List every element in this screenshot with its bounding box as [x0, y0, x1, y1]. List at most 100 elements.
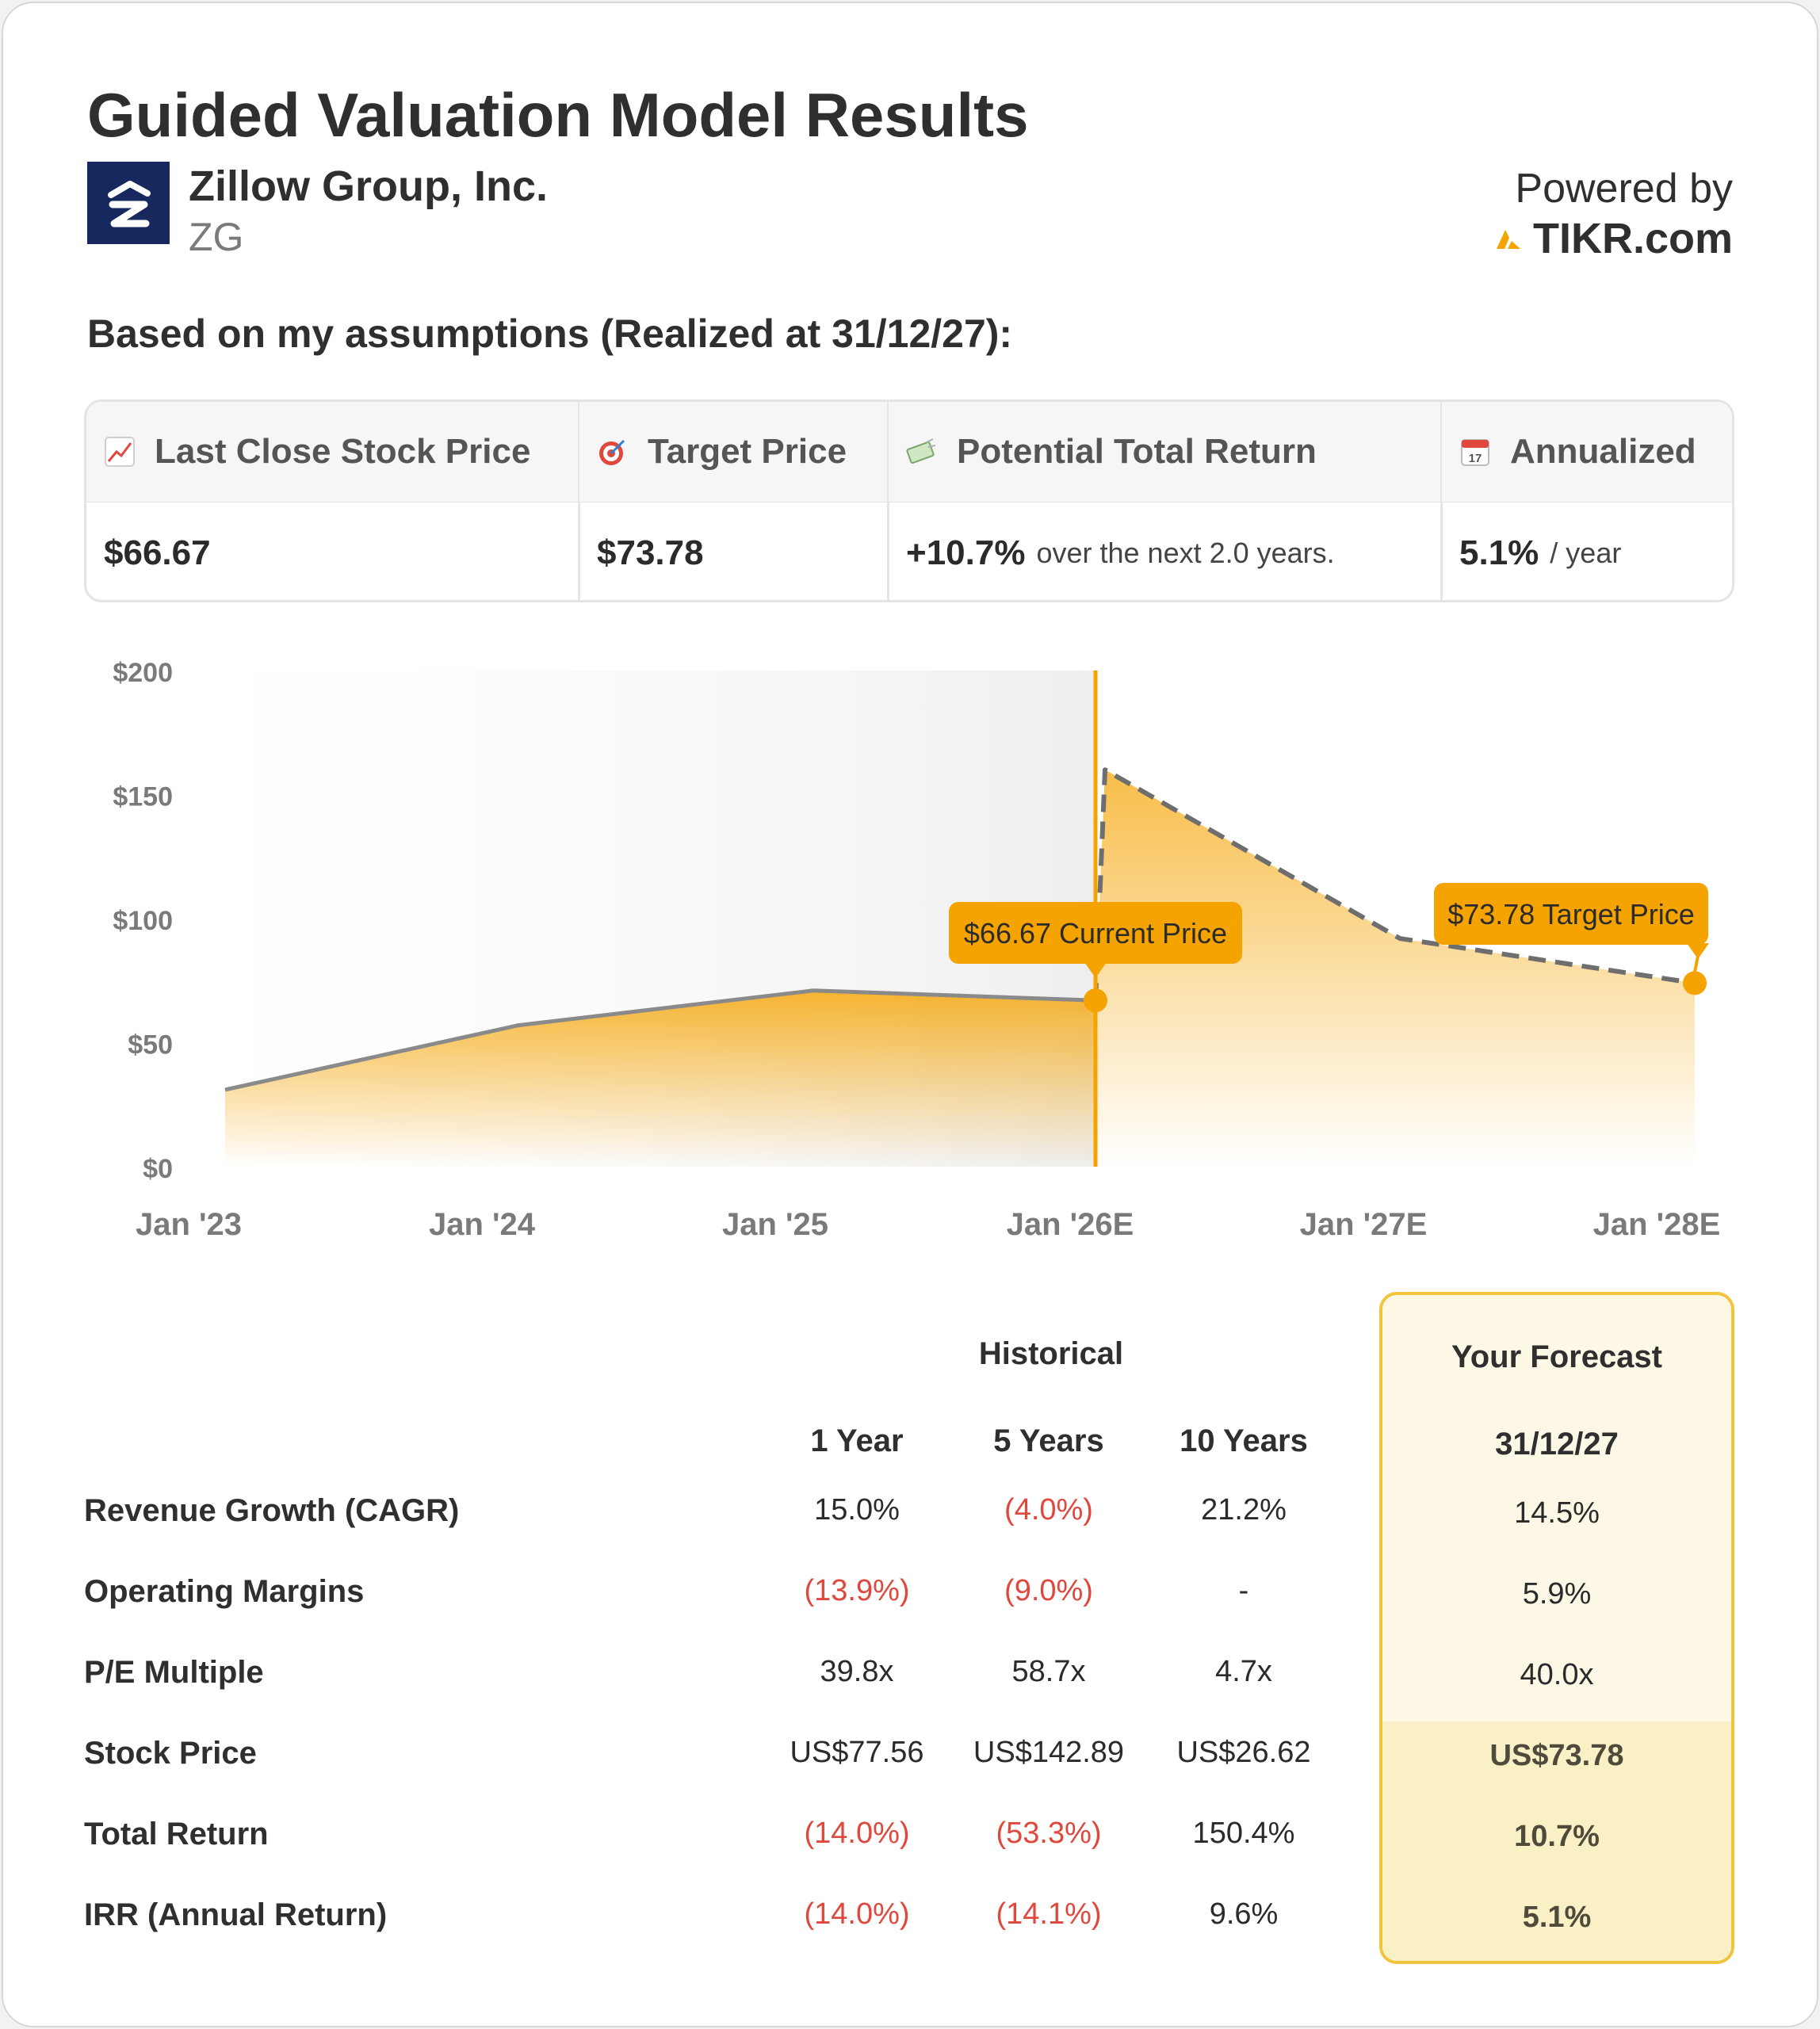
current-price-point — [1084, 988, 1107, 1013]
total-return-value: +10.7% over the next 2.0 years. — [889, 502, 1440, 600]
calendar-icon: 17 — [1461, 439, 1489, 466]
y-tick-label: $100 — [113, 906, 173, 936]
value-text: $66.67 — [104, 533, 211, 572]
row-label: Total Return — [84, 1817, 269, 1851]
table-cell: US$77.56 — [790, 1736, 924, 1769]
period-header-10y: 10 Years — [1180, 1423, 1308, 1458]
current-price-label-text: $66.67 Current Price — [964, 917, 1227, 950]
current-price-label: $66.67 Current Price — [949, 902, 1242, 978]
table-cell: (13.9%) — [804, 1574, 910, 1607]
summary-header-total-return: Potential Total Return — [889, 402, 1440, 502]
x-tick-label: Jan '27E — [1300, 1207, 1428, 1242]
divider — [887, 402, 889, 600]
target-price-value: $73.78 — [579, 502, 887, 600]
target-price-point — [1683, 971, 1707, 995]
table-cell: 58.7x — [1011, 1655, 1086, 1688]
company-name: Zillow Group, Inc. — [189, 162, 548, 210]
brand-name: TIKR.com — [1532, 215, 1733, 262]
y-tick-label: $200 — [113, 658, 173, 688]
chart-up-icon — [105, 437, 135, 467]
historical-header: Historical — [978, 1336, 1124, 1371]
target-price-label-box — [1434, 883, 1708, 945]
last-close-value: $66.67 — [86, 502, 578, 600]
table-cell: (14.0%) — [804, 1897, 910, 1931]
table-cell: US$142.89 — [973, 1736, 1125, 1769]
target-price-label-text: $73.78 Target Price — [1447, 898, 1695, 930]
y-tick-label: $50 — [128, 1030, 173, 1060]
money-icon — [906, 438, 936, 464]
summary-header-label: Target Price — [648, 432, 847, 471]
table-cell: (4.0%) — [1004, 1493, 1093, 1527]
table-cell: (9.0%) — [1004, 1574, 1093, 1607]
target-icon — [599, 439, 625, 465]
forecast-highlight — [1382, 1721, 1731, 1961]
table-cell: (14.1%) — [996, 1897, 1102, 1931]
x-tick-label: Jan '24 — [429, 1207, 536, 1242]
table-cell: (14.0%) — [804, 1817, 910, 1850]
target-leader-line — [1693, 955, 1700, 972]
table-cell: (53.3%) — [996, 1817, 1102, 1850]
divider — [578, 402, 580, 600]
ticker-symbol: ZG — [189, 215, 244, 259]
table-cell: 150.4% — [1192, 1817, 1295, 1850]
zillow-logo-icon — [87, 162, 170, 244]
assumptions-label: Based on my assumptions (Realized at 31/… — [87, 311, 1013, 356]
forecast-cell: 5.9% — [1522, 1577, 1592, 1611]
value-subtext: over the next 2.0 years. — [1036, 537, 1335, 569]
forecast-header: Your Forecast — [1451, 1339, 1662, 1374]
row-label: Revenue Growth (CAGR) — [84, 1493, 460, 1528]
summary-header-annualized: 17 Annualized — [1442, 402, 1732, 502]
summary-header-label: Potential Total Return — [957, 432, 1317, 471]
forecast-cell: 10.7% — [1514, 1820, 1600, 1853]
forecast-area — [1095, 770, 1695, 1167]
target-price-label: $73.78 Target Price — [1434, 883, 1709, 959]
value-text: +10.7% — [906, 533, 1026, 572]
summary-header-target: Target Price — [579, 402, 887, 502]
value-text: 5.1% — [1459, 533, 1539, 572]
period-header-5y: 5 Years — [993, 1423, 1104, 1458]
forecast-date-header: 31/12/27 — [1495, 1427, 1619, 1462]
forecast-cell: 5.1% — [1522, 1901, 1592, 1934]
x-tick-label: Jan '26E — [1007, 1207, 1134, 1242]
forecast-cell: 40.0x — [1520, 1658, 1594, 1691]
powered-by-label: Powered by — [1515, 166, 1733, 212]
x-tick-label: Jan '28E — [1593, 1207, 1721, 1242]
summary-header-last-close: Last Close Stock Price — [86, 402, 578, 502]
x-tick-label: Jan '25 — [722, 1207, 828, 1242]
y-tick-label: $150 — [113, 782, 173, 812]
x-tick-label: Jan '23 — [136, 1207, 242, 1242]
current-price-label-box — [949, 902, 1242, 964]
row-label: IRR (Annual Return) — [84, 1897, 388, 1932]
table-cell: 21.2% — [1201, 1493, 1287, 1527]
table-cell: US$26.62 — [1176, 1736, 1311, 1769]
value-subtext: / year — [1550, 537, 1622, 569]
page-title: Guided Valuation Model Results — [87, 80, 1029, 150]
summary-table: Last Close Stock Price Target Price Pote… — [84, 399, 1734, 602]
forecast-cell: 14.5% — [1514, 1496, 1600, 1530]
price-chart: $200 $150 $100 $50 $0 Jan '23 Jan '24 Jan '25 Ja… — [0, 634, 1820, 1284]
current-price-label-pointer — [1084, 962, 1107, 978]
y-tick-label: $0 — [143, 1154, 173, 1184]
forecast-column — [1379, 1292, 1734, 1964]
row-label: P/E Multiple — [84, 1655, 264, 1690]
table-cell: 39.8x — [820, 1655, 894, 1688]
historical-line — [224, 988, 1096, 1092]
annualized-value: 5.1% / year — [1442, 502, 1732, 600]
table-cell: 9.6% — [1209, 1897, 1279, 1931]
forecast-cell: US$73.78 — [1489, 1739, 1624, 1772]
row-label: Operating Margins — [84, 1574, 365, 1609]
row-label: Stock Price — [84, 1736, 257, 1771]
forecast-line — [1093, 767, 1696, 1001]
table-cell: - — [1238, 1574, 1249, 1607]
summary-header-label: Last Close Stock Price — [155, 432, 531, 471]
target-price-label-pointer — [1687, 943, 1709, 959]
summary-header-label: Annualized — [1510, 432, 1696, 471]
comparison-table: Historical Your Forecast 1 Year 5 Years … — [0, 1284, 1820, 1997]
table-cell: 4.7x — [1215, 1655, 1272, 1688]
period-header-1y: 1 Year — [810, 1423, 904, 1458]
historical-area — [225, 990, 1095, 1167]
tikr-logo-icon — [1496, 230, 1520, 249]
divider — [1440, 402, 1443, 600]
svg-text:17: 17 — [1469, 452, 1482, 465]
brand-link[interactable]: TIKR.com — [1495, 214, 1733, 263]
